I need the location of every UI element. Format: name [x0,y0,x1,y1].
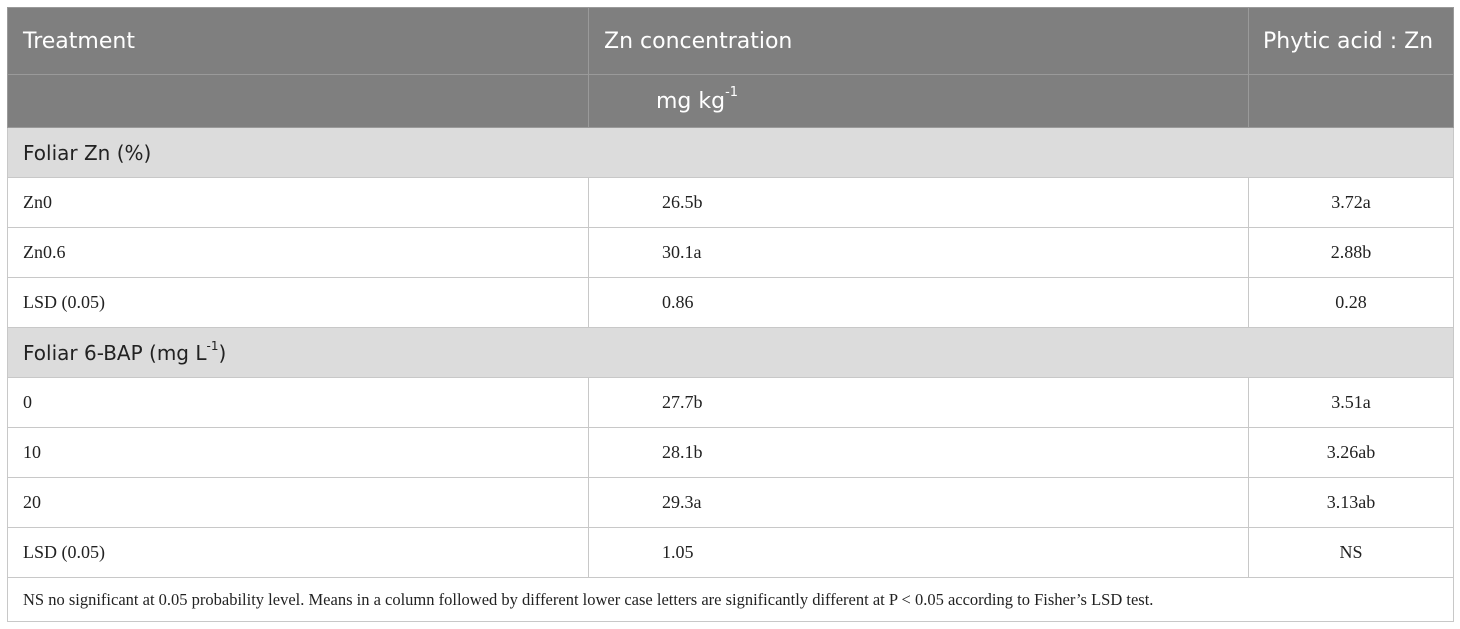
cell-treatment: Zn0 [7,177,589,228]
cell-zn-concentration: 27.7b [588,377,1249,428]
group-label-base: Foliar 6-BAP (mg L [23,340,207,365]
footnote-row: NS no significant at 0.05 probability le… [7,577,1454,622]
cell-zn-concentration: 29.3a [588,477,1249,528]
cell-phytic-ratio: 3.51a [1248,377,1454,428]
cell-phytic-ratio: 2.88b [1248,227,1454,278]
group-row-foliar-zn: Foliar Zn (%) [7,127,1454,178]
group-label-foliar-zn: Foliar Zn (%) [7,127,1454,178]
cell-phytic-ratio: NS [1248,527,1454,578]
cell-phytic-ratio: 3.26ab [1248,427,1454,478]
cell-treatment: 20 [7,477,589,528]
header-treatment: Treatment [7,7,589,75]
table-row: LSD (0.05) 0.86 0.28 [7,277,1454,328]
cell-zn-concentration: 26.5b [588,177,1249,228]
table-row: Zn0.6 30.1a 2.88b [7,227,1454,278]
cell-treatment: 10 [7,427,589,478]
cell-phytic-ratio: 0.28 [1248,277,1454,328]
unit-empty-treatment [7,74,589,128]
cell-zn-concentration: 30.1a [588,227,1249,278]
header-zn-concentration: Zn concentration [588,7,1249,75]
cell-treatment: LSD (0.05) [7,277,589,328]
header-row: Treatment Zn concentration Phytic acid :… [7,7,1454,75]
group-label-foliar-bap: Foliar 6-BAP (mg L-1) [7,327,1454,378]
results-table: Treatment Zn concentration Phytic acid :… [7,7,1454,622]
table-row: LSD (0.05) 1.05 NS [7,527,1454,578]
cell-treatment: 0 [7,377,589,428]
unit-empty-ratio [1248,74,1454,128]
group-row-foliar-bap: Foliar 6-BAP (mg L-1) [7,327,1454,378]
unit-row: mg kg-1 [7,74,1454,128]
unit-zn-concentration: mg kg-1 [588,74,1249,128]
group-label-close: ) [218,340,227,365]
cell-treatment: LSD (0.05) [7,527,589,578]
cell-zn-concentration: 28.1b [588,427,1249,478]
unit-base: mg kg [656,88,726,114]
cell-phytic-ratio: 3.13ab [1248,477,1454,528]
cell-zn-concentration: 0.86 [588,277,1249,328]
cell-phytic-ratio: 3.72a [1248,177,1454,228]
table-row: 20 29.3a 3.13ab [7,477,1454,528]
table-row: 0 27.7b 3.51a [7,377,1454,428]
cell-zn-concentration: 1.05 [588,527,1249,578]
unit-exponent: -1 [725,84,739,100]
header-phytic-acid-zn: Phytic acid : Zn [1248,7,1454,75]
table-footnote: NS no significant at 0.05 probability le… [7,577,1454,622]
table-row: Zn0 26.5b 3.72a [7,177,1454,228]
table-row: 10 28.1b 3.26ab [7,427,1454,478]
group-label-exponent: -1 [206,338,219,353]
cell-treatment: Zn0.6 [7,227,589,278]
